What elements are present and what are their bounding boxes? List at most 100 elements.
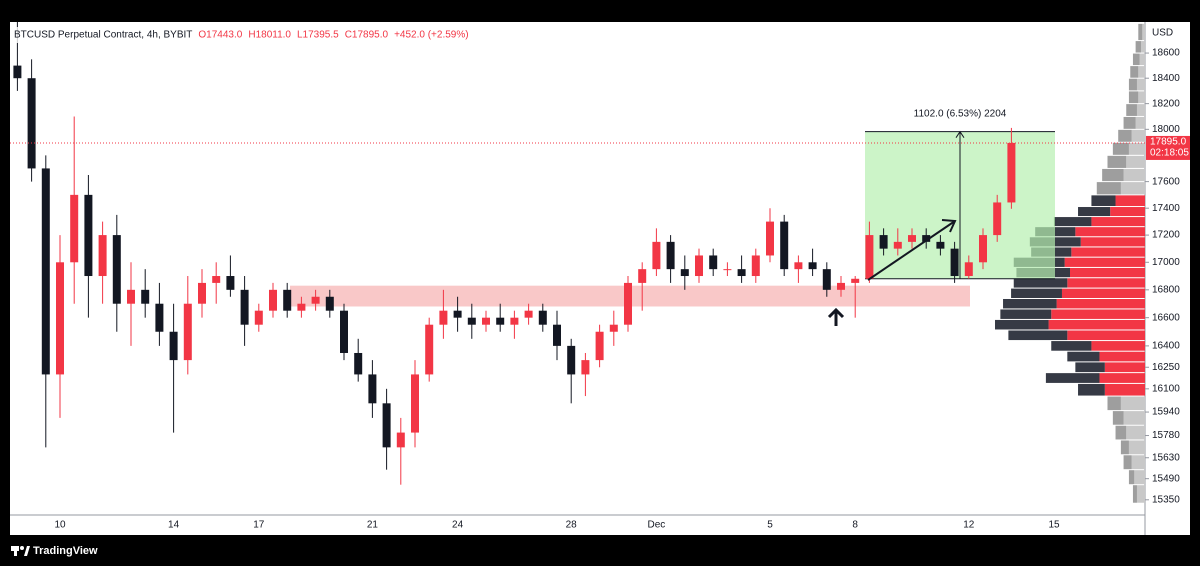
x-tick-label: 5: [767, 520, 773, 531]
y-tick-label: 16250: [1152, 362, 1180, 373]
measure-label: 1102.0 (6.53%) 2204: [914, 108, 1007, 119]
candle-body: [538, 310, 547, 325]
candle-body: [141, 289, 150, 304]
candle-body: [851, 278, 860, 283]
profile-up: [1048, 319, 1145, 330]
candle-body: [70, 194, 79, 263]
profile-up: [1138, 91, 1145, 104]
candle-body: [766, 221, 774, 256]
y-tick-label: 17200: [1152, 230, 1180, 241]
profile-down: [1078, 383, 1105, 396]
y-tick-label: 15940: [1152, 407, 1180, 418]
profile-down: [1029, 237, 1081, 247]
y-tick-label: 17600: [1152, 176, 1180, 187]
candle-body: [837, 282, 845, 290]
profile-down: [1075, 362, 1105, 373]
ohlc-value: L17395.5: [297, 30, 339, 41]
candle-body: [311, 296, 320, 304]
candle-body: [13, 65, 22, 79]
measure-arrow-head: [955, 130, 965, 138]
profile-up: [1136, 104, 1145, 116]
brand-name: TradingView: [33, 545, 98, 557]
candle-body: [482, 317, 490, 325]
profile-down: [1102, 168, 1124, 182]
x-tick-label: 15: [1048, 520, 1060, 531]
profile-down: [1128, 470, 1135, 485]
x-tick-label: 24: [452, 520, 464, 531]
profile-up: [1104, 362, 1145, 373]
profile-up: [1128, 440, 1145, 455]
profile-down: [1118, 129, 1132, 142]
profile-up: [1075, 227, 1145, 237]
candle-body: [27, 78, 36, 169]
candle-body: [439, 310, 448, 325]
candle-body: [169, 331, 178, 361]
candle-body: [112, 235, 121, 304]
y-tick-label: 15490: [1152, 473, 1180, 484]
profile-down: [1078, 207, 1111, 217]
candle-body: [553, 324, 561, 346]
profile-up: [1056, 298, 1145, 309]
candle-body: [155, 303, 164, 332]
symbol-title: BTCUSD Perpetual Contract, 4h, BYBIT: [14, 30, 192, 41]
profile-up: [1120, 396, 1145, 411]
profile-up: [1115, 195, 1145, 207]
profile-down: [1013, 278, 1068, 288]
candle-body: [950, 248, 959, 277]
x-tick-label: 8: [852, 520, 858, 531]
y-tick-label: 17000: [1152, 257, 1180, 268]
candle-body: [695, 255, 703, 277]
trend-arrow: [867, 220, 956, 281]
candle-body: [737, 269, 746, 277]
y-tick-label: 18200: [1152, 98, 1180, 109]
profile-up: [1135, 116, 1145, 129]
profile-up: [1131, 129, 1145, 142]
y-tick-label: 16100: [1152, 383, 1180, 394]
profile-up: [1104, 383, 1145, 396]
y-tick-label: 16800: [1152, 284, 1180, 295]
currency: USD: [1152, 28, 1173, 39]
profile-up: [1126, 425, 1145, 440]
profile-down: [1135, 41, 1141, 53]
x-tick-label: 14: [168, 520, 180, 531]
candle-body: [936, 241, 945, 249]
candle-body: [325, 296, 334, 311]
candle-body: [908, 235, 916, 242]
profile-up: [1067, 278, 1145, 288]
candle-body: [567, 345, 576, 375]
profile-up: [1126, 155, 1145, 168]
candle-body: [41, 168, 50, 375]
candle-body: [198, 282, 206, 304]
candle-body: [638, 269, 647, 283]
candle-body: [411, 374, 419, 433]
profile-down: [1035, 227, 1076, 237]
profile-up: [1128, 142, 1145, 155]
candle-body: [467, 317, 476, 325]
profile-up: [1142, 23, 1145, 41]
candle-body: [964, 262, 973, 277]
profile-up: [1131, 455, 1145, 470]
profile-down: [1132, 53, 1140, 66]
candle-body: [652, 241, 661, 270]
candle-body: [922, 235, 931, 242]
countdown: 02:18:05: [1150, 148, 1189, 159]
candle-body: [979, 235, 987, 263]
ohlc-value: O17443.0: [198, 30, 242, 41]
y-tick-label: 17400: [1152, 203, 1180, 214]
candle-body: [340, 310, 348, 353]
ohlc-value: +452.0 (+2.59%): [394, 30, 469, 41]
profile-down: [1128, 91, 1139, 104]
candle-body: [865, 235, 874, 279]
candle-body: [183, 303, 192, 361]
profile-down: [1091, 195, 1116, 207]
profile-down: [1011, 288, 1062, 298]
candle-body: [808, 262, 817, 270]
candle-body: [993, 202, 1002, 236]
candle-body: [723, 269, 732, 271]
last-price-badge: [1146, 135, 1190, 160]
profile-down: [1107, 155, 1127, 168]
profile-up: [1064, 257, 1145, 267]
profile-down: [1053, 217, 1092, 227]
profile-down: [1115, 425, 1127, 440]
